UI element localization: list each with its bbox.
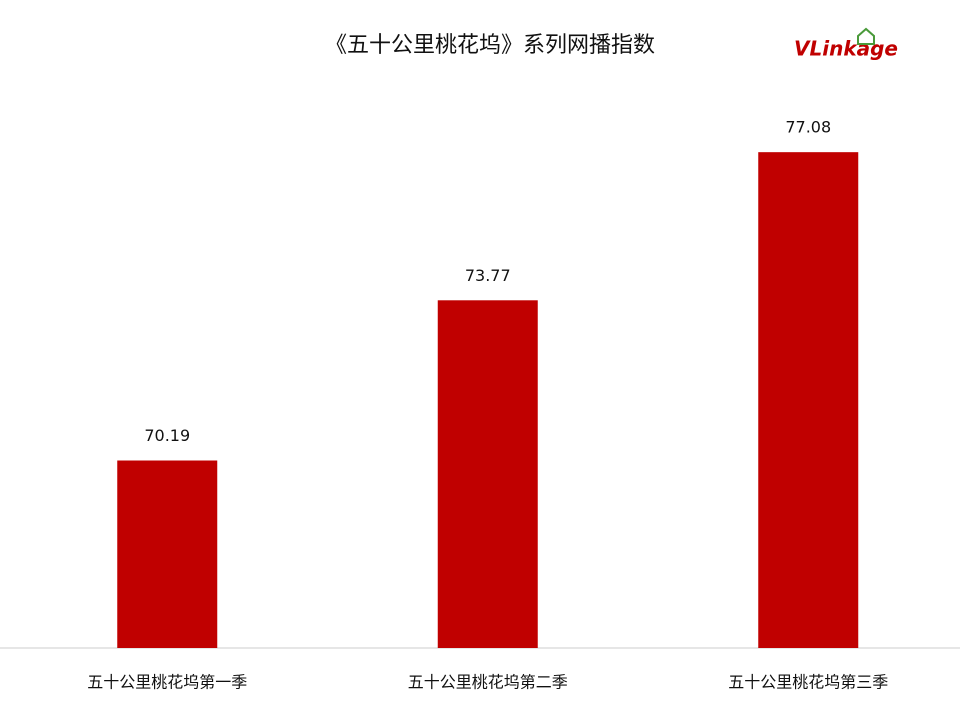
- bar: [117, 460, 218, 648]
- value-label: 73.77: [465, 266, 511, 285]
- bar: [758, 152, 859, 649]
- x-tick-label: 五十公里桃花坞第二季: [408, 673, 568, 692]
- bar: [437, 300, 538, 648]
- x-tick-label: 五十公里桃花坞第三季: [728, 673, 888, 692]
- chart-title: 《五十公里桃花坞》系列网播指数: [325, 33, 655, 58]
- value-label: 70.19: [144, 426, 190, 445]
- logo: VLinkage: [794, 37, 898, 61]
- value-label: 77.08: [785, 118, 831, 137]
- logo-icon: [857, 27, 875, 45]
- x-tick-label: 五十公里桃花坞第一季: [87, 673, 247, 692]
